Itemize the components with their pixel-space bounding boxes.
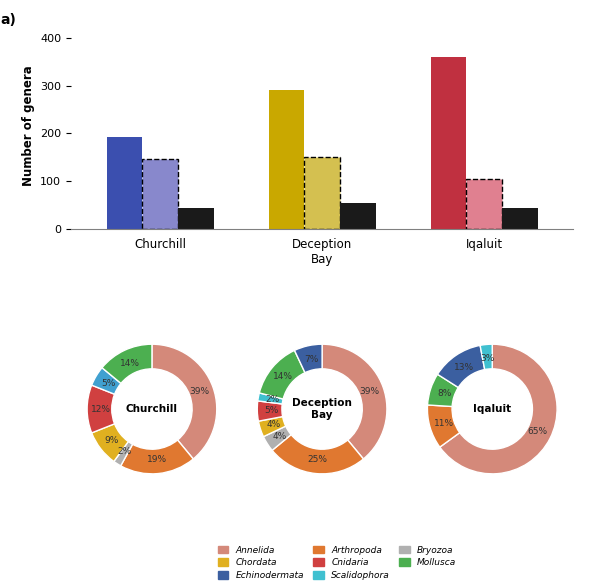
Text: 4%: 4%: [267, 420, 281, 429]
Wedge shape: [480, 344, 492, 369]
Wedge shape: [427, 375, 458, 406]
Wedge shape: [92, 368, 121, 394]
Wedge shape: [121, 440, 193, 474]
Bar: [304, 157, 340, 229]
Wedge shape: [427, 405, 460, 447]
Y-axis label: Number of genera: Number of genera: [21, 66, 34, 186]
Bar: [340, 203, 375, 229]
Bar: [178, 208, 213, 229]
Text: 65%: 65%: [527, 427, 547, 436]
Wedge shape: [440, 344, 557, 474]
Bar: [106, 136, 142, 229]
Wedge shape: [294, 344, 322, 373]
Wedge shape: [257, 401, 282, 421]
Bar: [502, 208, 538, 229]
Wedge shape: [87, 385, 115, 433]
Wedge shape: [437, 345, 485, 387]
Text: 14%: 14%: [121, 359, 141, 368]
Wedge shape: [322, 344, 387, 459]
Text: 2%: 2%: [118, 447, 132, 456]
Text: 39%: 39%: [359, 387, 380, 396]
Bar: [269, 91, 304, 229]
Text: 11%: 11%: [434, 419, 454, 427]
Text: 4%: 4%: [272, 432, 287, 440]
Text: Deception
Bay: Deception Bay: [292, 398, 352, 420]
Text: Churchill: Churchill: [126, 404, 178, 414]
Legend: Annelida, Chordata, Echinodermata, Arthropoda, Cnidaria, Scalidophora, Bryozoa, : Annelida, Chordata, Echinodermata, Arthr…: [214, 542, 460, 583]
Wedge shape: [114, 442, 132, 466]
Wedge shape: [152, 344, 217, 459]
Text: 7%: 7%: [304, 355, 318, 364]
Text: 5%: 5%: [264, 406, 279, 415]
Text: 19%: 19%: [147, 455, 167, 464]
Text: 13%: 13%: [454, 363, 474, 372]
Text: 25%: 25%: [307, 455, 327, 464]
Bar: [142, 159, 178, 229]
Wedge shape: [102, 344, 152, 383]
Wedge shape: [258, 393, 283, 404]
Text: 3%: 3%: [480, 354, 495, 363]
Wedge shape: [92, 424, 128, 462]
Wedge shape: [264, 426, 291, 450]
Text: a): a): [1, 14, 17, 27]
Text: 8%: 8%: [437, 389, 452, 398]
Bar: [431, 57, 466, 229]
Text: 2%: 2%: [265, 395, 280, 404]
Text: 14%: 14%: [273, 372, 293, 381]
Text: 5%: 5%: [101, 379, 116, 388]
Text: 39%: 39%: [190, 387, 210, 396]
Bar: [466, 179, 502, 229]
Wedge shape: [259, 350, 305, 399]
Wedge shape: [272, 435, 363, 474]
Wedge shape: [258, 416, 285, 437]
Text: 12%: 12%: [92, 405, 111, 413]
Text: 9%: 9%: [105, 436, 119, 445]
Text: Iqaluit: Iqaluit: [473, 404, 511, 414]
